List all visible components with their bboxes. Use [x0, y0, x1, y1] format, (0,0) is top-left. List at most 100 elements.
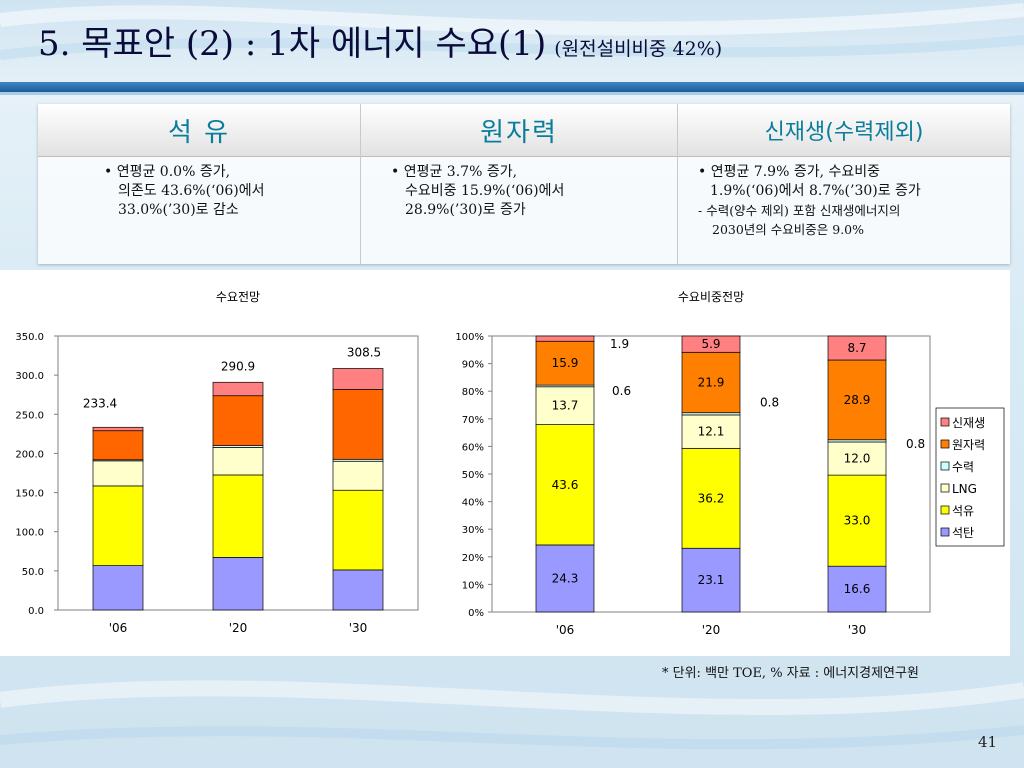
- y-tick-label: 300.0: [15, 371, 44, 382]
- summary-line: 수요비중 15.9%(‘06)에서: [405, 183, 565, 199]
- data-label: 43.6: [552, 478, 579, 492]
- legend-swatch: [940, 527, 950, 537]
- bar-segment: [535, 335, 595, 342]
- y-tick-label: 0%: [468, 608, 484, 619]
- data-label: 28.9: [844, 393, 871, 407]
- bar-segment: [681, 547, 741, 613]
- summary-line: - 수력(양수 제외) 포함 신재생에너지의: [698, 203, 901, 218]
- y-tick-label: 50.0: [22, 567, 44, 578]
- demand-share-chart: 수요비중전망 0% 10% 20% 30% 40% 50% 60% 70% 80% 90% 100% 2…: [455, 290, 1005, 637]
- legend-label: 수력: [952, 460, 974, 474]
- bar-segment: [535, 386, 595, 425]
- data-label: 36.2: [698, 491, 725, 505]
- y-tick-label: 20%: [462, 553, 484, 564]
- legend-swatch: [940, 417, 950, 427]
- summary-column-nuclear: 원자력 • 연평균 3.7% 증가, 수요비중 15.9%(‘06)에서 28.…: [361, 104, 677, 264]
- legend-box: [935, 407, 1005, 547]
- y-tick-label: 10%: [462, 580, 484, 591]
- summary-line: 1.9%(‘06)에서 8.7%(’30)로 증가: [710, 183, 921, 199]
- y-tick-label: 100.0: [15, 528, 44, 539]
- summary-panel: 석 유 • 연평균 0.0% 증가, 의존도 43.6%(‘06)에서 33.0…: [38, 104, 1010, 264]
- slide-title-text: 5. 목표안 (2) : 1차 에너지 수요(1): [38, 24, 547, 64]
- y-tick-label: 70%: [462, 415, 484, 426]
- y-tick-label: 30%: [462, 525, 484, 536]
- y-tick-label: 200.0: [15, 449, 44, 460]
- bar-segment: [332, 489, 384, 571]
- bar-segment: [535, 340, 595, 386]
- data-label: 8.7: [847, 341, 866, 355]
- summary-body: • 연평균 0.0% 증가, 의존도 43.6%(‘06)에서 33.0%(’3…: [38, 157, 360, 220]
- x-tick-label: '06: [556, 623, 575, 637]
- legend-swatch: [940, 483, 950, 493]
- summary-line: 2030년의 수요비중은 9.0%: [712, 222, 865, 237]
- summary-body: • 연평균 7.9% 증가, 수요비중 1.9%(‘06)에서 8.7%(’30…: [678, 157, 1010, 239]
- legend-swatch: [940, 461, 950, 471]
- total-label: 290.9: [221, 359, 255, 373]
- data-label: 15.9: [552, 356, 579, 370]
- summary-line: 33.0%(’30)로 감소: [118, 202, 239, 218]
- title-underline-bar: [0, 82, 1024, 92]
- bar-segment: [212, 381, 264, 397]
- footnote: * 단위: 백만 TOE, % 자료 : 에너지경제연구원: [662, 666, 919, 681]
- y-tick-label: 0.0: [28, 606, 44, 617]
- chart-area: 수요전망 0.0 50.0 100.0 150.0 200.0 250.0 300.0 350.…: [0, 270, 1010, 656]
- bar-segment: [827, 565, 887, 613]
- bar-segment: [332, 368, 384, 390]
- data-label: 0.8: [760, 396, 779, 410]
- bar-segment: [212, 557, 264, 611]
- summary-body: • 연평균 3.7% 증가, 수요비중 15.9%(‘06)에서 28.9%(’…: [361, 157, 677, 220]
- data-label: 23.1: [698, 573, 725, 587]
- bar-segment: [212, 395, 264, 446]
- bar-segment: [535, 424, 595, 546]
- y-tick-label: 90%: [462, 360, 484, 371]
- legend-label: 석탄: [952, 526, 974, 540]
- y-tick-label: 80%: [462, 387, 484, 398]
- y-tick-label: 150.0: [15, 489, 44, 500]
- y-tick-label: 250.0: [15, 410, 44, 421]
- y-tick-label: 100%: [455, 332, 484, 343]
- chart-title: 수요전망: [216, 290, 260, 304]
- data-label: 12.0: [844, 452, 871, 466]
- data-label: 1.9: [610, 337, 629, 351]
- data-label: 16.6: [844, 582, 871, 596]
- bar-segment: [827, 441, 887, 476]
- total-label: 308.5: [347, 345, 381, 359]
- title-underline-highlight: [0, 92, 1024, 95]
- legend-swatch: [940, 505, 950, 515]
- bar-segment: [827, 335, 887, 361]
- legend-label: 석유: [952, 504, 974, 518]
- slide-subtitle: (원전설비비중 42%): [554, 38, 723, 60]
- legend-label: 신재생: [952, 416, 985, 430]
- bar-segment: [681, 414, 741, 449]
- demand-forecast-chart: 수요전망 0.0 50.0 100.0 150.0 200.0 250.0 300.0 350.…: [15, 290, 419, 635]
- column-divider: [677, 104, 678, 264]
- bar-segment: [681, 351, 741, 414]
- data-label: 5.9: [701, 337, 720, 351]
- data-label: 21.9: [698, 376, 725, 390]
- legend-label: 원자력: [952, 438, 985, 452]
- bar-segment: [92, 430, 144, 461]
- summary-heading: 신재생(수력제외): [678, 104, 1010, 157]
- y-tick-label: 60%: [462, 442, 484, 453]
- bar-segment: [212, 474, 264, 558]
- total-label: 233.4: [83, 396, 117, 410]
- legend-label: LNG: [952, 482, 977, 496]
- x-tick-label: '30: [848, 623, 867, 637]
- bar-segment: [332, 569, 384, 611]
- bar-segment: [92, 460, 144, 487]
- bar-segment: [92, 426, 144, 432]
- summary-column-oil: 석 유 • 연평균 0.0% 증가, 의존도 43.6%(‘06)에서 33.0…: [38, 104, 360, 264]
- bar-segment: [827, 474, 887, 567]
- bar-segment: [92, 565, 144, 611]
- bar-segment: [332, 389, 384, 460]
- bar-segment: [681, 335, 741, 353]
- x-tick-label: '20: [702, 623, 721, 637]
- x-tick-label: '20: [229, 621, 248, 635]
- y-tick-label: 350.0: [15, 332, 44, 343]
- bar-segment: [332, 460, 384, 491]
- slide-title: 5. 목표안 (2) : 1차 에너지 수요(1) (원전설비비중 42%): [38, 16, 722, 65]
- bar-segment: [535, 544, 595, 613]
- data-label: 24.3: [552, 571, 579, 585]
- y-tick-label: 50%: [462, 470, 484, 481]
- bar-segment: [827, 359, 887, 441]
